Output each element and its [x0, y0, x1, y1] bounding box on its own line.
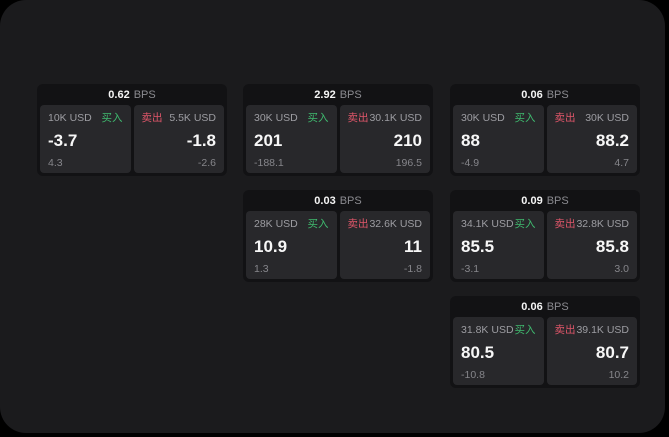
bps-value: 0.06	[521, 300, 543, 313]
sell-side-label: 卖出	[554, 218, 576, 230]
buy-notional: 34.1K USD	[461, 217, 514, 230]
bps-header: 0.62 BPS	[37, 84, 227, 105]
quote-card: 0.03 BPS 28K USD 买入 10.9 1.3 卖出 32.6K US…	[243, 190, 433, 282]
buy-price: 201	[254, 130, 283, 150]
sell-panel[interactable]: 卖出 5.5K USD -1.8 -2.6	[133, 105, 224, 173]
sell-change: 4.7	[614, 157, 629, 169]
buy-notional: 31.8K USD	[461, 323, 514, 336]
sell-change: 3.0	[614, 263, 629, 275]
bps-header: 0.09 BPS	[450, 190, 640, 211]
buy-change: -10.8	[461, 369, 485, 381]
buy-side-label: 买入	[514, 112, 536, 124]
sell-notional: 30K USD	[585, 111, 629, 124]
sell-side-label: 卖出	[554, 324, 576, 336]
sell-notional: 32.8K USD	[576, 217, 629, 230]
sell-price: 11	[404, 236, 422, 256]
bps-value: 0.06	[521, 88, 543, 101]
quote-card: 2.92 BPS 30K USD 买入 201 -188.1 卖出 30.1K …	[243, 84, 433, 176]
buy-change: 1.3	[254, 263, 269, 275]
sell-price: 80.7	[595, 342, 629, 362]
buy-side-label: 买入	[307, 112, 329, 124]
sell-side-label: 卖出	[141, 112, 163, 124]
bps-header: 0.06 BPS	[450, 84, 640, 105]
buy-side-label: 买入	[514, 324, 536, 336]
buy-price: -3.7	[48, 130, 78, 150]
sell-change: 196.5	[395, 157, 422, 169]
bps-header: 2.92 BPS	[243, 84, 433, 105]
bps-unit: BPS	[546, 194, 569, 207]
buy-change: -188.1	[254, 157, 284, 169]
buy-panel[interactable]: 30K USD 买入 201 -188.1	[246, 105, 337, 173]
bps-header: 0.06 BPS	[450, 296, 640, 317]
buy-notional: 10K USD	[48, 111, 92, 124]
bps-unit: BPS	[339, 88, 362, 101]
buy-panel[interactable]: 30K USD 买入 88 -4.9	[453, 105, 544, 173]
sell-panel[interactable]: 卖出 30K USD 88.2 4.7	[546, 105, 637, 173]
buy-panel[interactable]: 31.8K USD 买入 80.5 -10.8	[453, 317, 544, 385]
sell-change: 10.2	[608, 369, 629, 381]
buy-price: 10.9	[254, 236, 288, 256]
buy-side-label: 买入	[101, 112, 123, 124]
bps-unit: BPS	[546, 300, 569, 313]
buy-change: -4.9	[461, 157, 480, 169]
buy-price: 85.5	[461, 236, 495, 256]
sell-price: -1.8	[186, 130, 216, 150]
sell-panel[interactable]: 卖出 39.1K USD 80.7 10.2	[546, 317, 637, 385]
sell-notional: 5.5K USD	[169, 111, 216, 124]
buy-price: 80.5	[461, 342, 495, 362]
quote-card: 0.06 BPS 31.8K USD 买入 80.5 -10.8 卖出 39.1…	[450, 296, 640, 388]
sell-panel[interactable]: 卖出 32.8K USD 85.8 3.0	[546, 211, 637, 279]
bps-value: 0.62	[108, 88, 130, 101]
bps-value: 0.03	[314, 194, 336, 207]
sell-side-label: 卖出	[347, 112, 369, 124]
sell-side-label: 卖出	[554, 112, 576, 124]
sell-change: -1.8	[403, 263, 422, 275]
quote-card: 0.09 BPS 34.1K USD 买入 85.5 -3.1 卖出 32.8K…	[450, 190, 640, 282]
buy-notional: 28K USD	[254, 217, 298, 230]
sell-price: 210	[393, 130, 422, 150]
buy-panel[interactable]: 10K USD 买入 -3.7 4.3	[40, 105, 131, 173]
quote-card: 0.62 BPS 10K USD 买入 -3.7 4.3 卖出 5.5K USD…	[37, 84, 227, 176]
buy-side-label: 买入	[307, 218, 329, 230]
sell-side-label: 卖出	[347, 218, 369, 230]
buy-panel[interactable]: 34.1K USD 买入 85.5 -3.1	[453, 211, 544, 279]
buy-price: 88	[461, 130, 480, 150]
buy-change: -3.1	[461, 263, 480, 275]
sell-panel[interactable]: 卖出 32.6K USD 11 -1.8	[339, 211, 430, 279]
bps-value: 2.92	[314, 88, 336, 101]
sell-notional: 39.1K USD	[576, 323, 629, 336]
sell-price: 85.8	[595, 236, 629, 256]
buy-side-label: 买入	[514, 218, 536, 230]
sell-price: 88.2	[595, 130, 629, 150]
bps-unit: BPS	[546, 88, 569, 101]
sell-notional: 30.1K USD	[369, 111, 422, 124]
sell-change: -2.6	[197, 157, 216, 169]
quote-card: 0.06 BPS 30K USD 买入 88 -4.9 卖出 30K USD 8…	[450, 84, 640, 176]
bps-value: 0.09	[521, 194, 543, 207]
bps-unit: BPS	[339, 194, 362, 207]
sell-notional: 32.6K USD	[369, 217, 422, 230]
bps-unit: BPS	[133, 88, 156, 101]
sell-panel[interactable]: 卖出 30.1K USD 210 196.5	[339, 105, 430, 173]
buy-change: 4.3	[48, 157, 63, 169]
buy-notional: 30K USD	[254, 111, 298, 124]
bps-header: 0.03 BPS	[243, 190, 433, 211]
buy-notional: 30K USD	[461, 111, 505, 124]
buy-panel[interactable]: 28K USD 买入 10.9 1.3	[246, 211, 337, 279]
